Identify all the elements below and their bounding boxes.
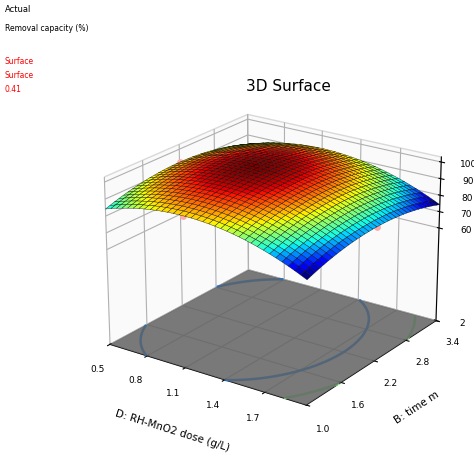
Text: Actual: Actual: [5, 5, 31, 14]
Text: 0.41: 0.41: [5, 85, 22, 94]
Title: 3D Surface: 3D Surface: [246, 79, 331, 94]
Text: Surface: Surface: [5, 71, 34, 80]
X-axis label: D: RH-MnO2 dose (g/L): D: RH-MnO2 dose (g/L): [114, 409, 230, 453]
Y-axis label: B: time m: B: time m: [392, 390, 440, 426]
Text: Surface: Surface: [5, 57, 34, 66]
Text: Removal capacity (%): Removal capacity (%): [5, 24, 88, 33]
